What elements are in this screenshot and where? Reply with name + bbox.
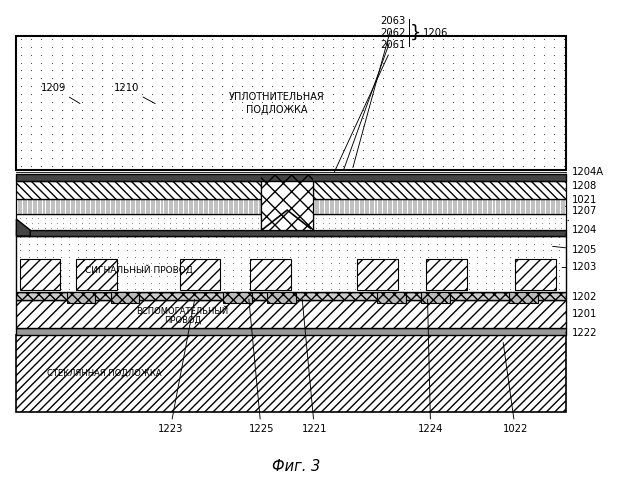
Text: }: } (410, 24, 421, 42)
Text: 2061: 2061 (335, 40, 406, 172)
Bar (19, 259, 60, 290)
Bar (223, 292, 252, 304)
Bar (16, 214, 261, 230)
Bar (111, 292, 140, 304)
Bar (357, 259, 398, 290)
Bar (16, 181, 261, 199)
Text: 1209: 1209 (42, 83, 80, 103)
Bar (377, 292, 406, 304)
Bar (16, 300, 565, 328)
Bar (16, 181, 261, 199)
Bar (76, 259, 117, 290)
Bar (16, 328, 565, 335)
Bar (426, 259, 467, 290)
Bar (16, 292, 565, 300)
Text: ПРОВОД: ПРОВОД (164, 316, 201, 324)
Text: 2063: 2063 (353, 16, 406, 168)
Bar (313, 181, 565, 199)
Text: 1208: 1208 (565, 181, 597, 191)
Text: 1222: 1222 (565, 328, 598, 338)
Bar (261, 174, 313, 230)
Bar (16, 230, 565, 236)
Bar (515, 259, 556, 290)
Text: 1204: 1204 (565, 225, 597, 235)
Bar (16, 174, 565, 181)
Text: 1201: 1201 (565, 309, 597, 319)
Bar (179, 259, 220, 290)
Text: 1021: 1021 (565, 195, 597, 206)
Text: 1203: 1203 (562, 262, 597, 272)
Text: УПЛОТНИТЕЛЬНАЯ: УПЛОТНИТЕЛЬНАЯ (229, 92, 325, 102)
Text: 1210: 1210 (113, 83, 155, 103)
Bar (509, 292, 538, 304)
Bar (509, 292, 538, 304)
Bar (111, 292, 140, 304)
Text: СИГНАЛЬНЫЙ ПРОВОД: СИГНАЛЬНЫЙ ПРОВОД (85, 265, 192, 275)
Text: 1206: 1206 (423, 28, 448, 38)
Bar (223, 292, 252, 304)
Bar (313, 199, 565, 214)
Bar (16, 300, 565, 328)
Bar (19, 259, 60, 290)
Bar (16, 236, 565, 292)
Text: 1207: 1207 (568, 206, 597, 220)
Bar (16, 292, 565, 300)
Bar (76, 259, 117, 290)
Bar (313, 181, 565, 199)
Bar (16, 36, 565, 170)
Bar (357, 259, 398, 290)
Bar (267, 292, 296, 304)
Text: 1225: 1225 (248, 299, 274, 434)
Bar (16, 199, 261, 214)
Text: 1022: 1022 (503, 342, 528, 434)
Bar (426, 259, 467, 290)
Bar (261, 174, 313, 230)
Bar (179, 259, 220, 290)
Text: 1224: 1224 (418, 299, 443, 434)
Bar (16, 335, 565, 412)
Text: ПОДЛОЖКА: ПОДЛОЖКА (246, 105, 308, 115)
Text: 1202: 1202 (565, 292, 597, 302)
Polygon shape (16, 219, 30, 236)
Text: СТЕКЛЯННАЯ ПОДЛОЖКА: СТЕКЛЯННАЯ ПОДЛОЖКА (47, 369, 162, 378)
Bar (250, 259, 291, 290)
Bar (377, 292, 406, 304)
Text: Фиг. 3: Фиг. 3 (272, 460, 320, 474)
Bar (67, 292, 96, 304)
Text: 1221: 1221 (302, 299, 327, 434)
Bar (421, 292, 450, 304)
Bar (267, 292, 296, 304)
Bar (16, 335, 565, 412)
Bar (67, 292, 96, 304)
Bar (250, 259, 291, 290)
Bar (421, 292, 450, 304)
Text: 1204A: 1204A (565, 166, 604, 176)
Bar (515, 259, 556, 290)
Text: 2062: 2062 (343, 28, 406, 170)
Text: 1205: 1205 (553, 245, 597, 255)
Text: 1223: 1223 (157, 299, 195, 434)
Bar (313, 214, 565, 230)
Text: ВСПОМОГАТЕЛЬНЫЙ: ВСПОМОГАТЕЛЬНЫЙ (136, 307, 229, 316)
